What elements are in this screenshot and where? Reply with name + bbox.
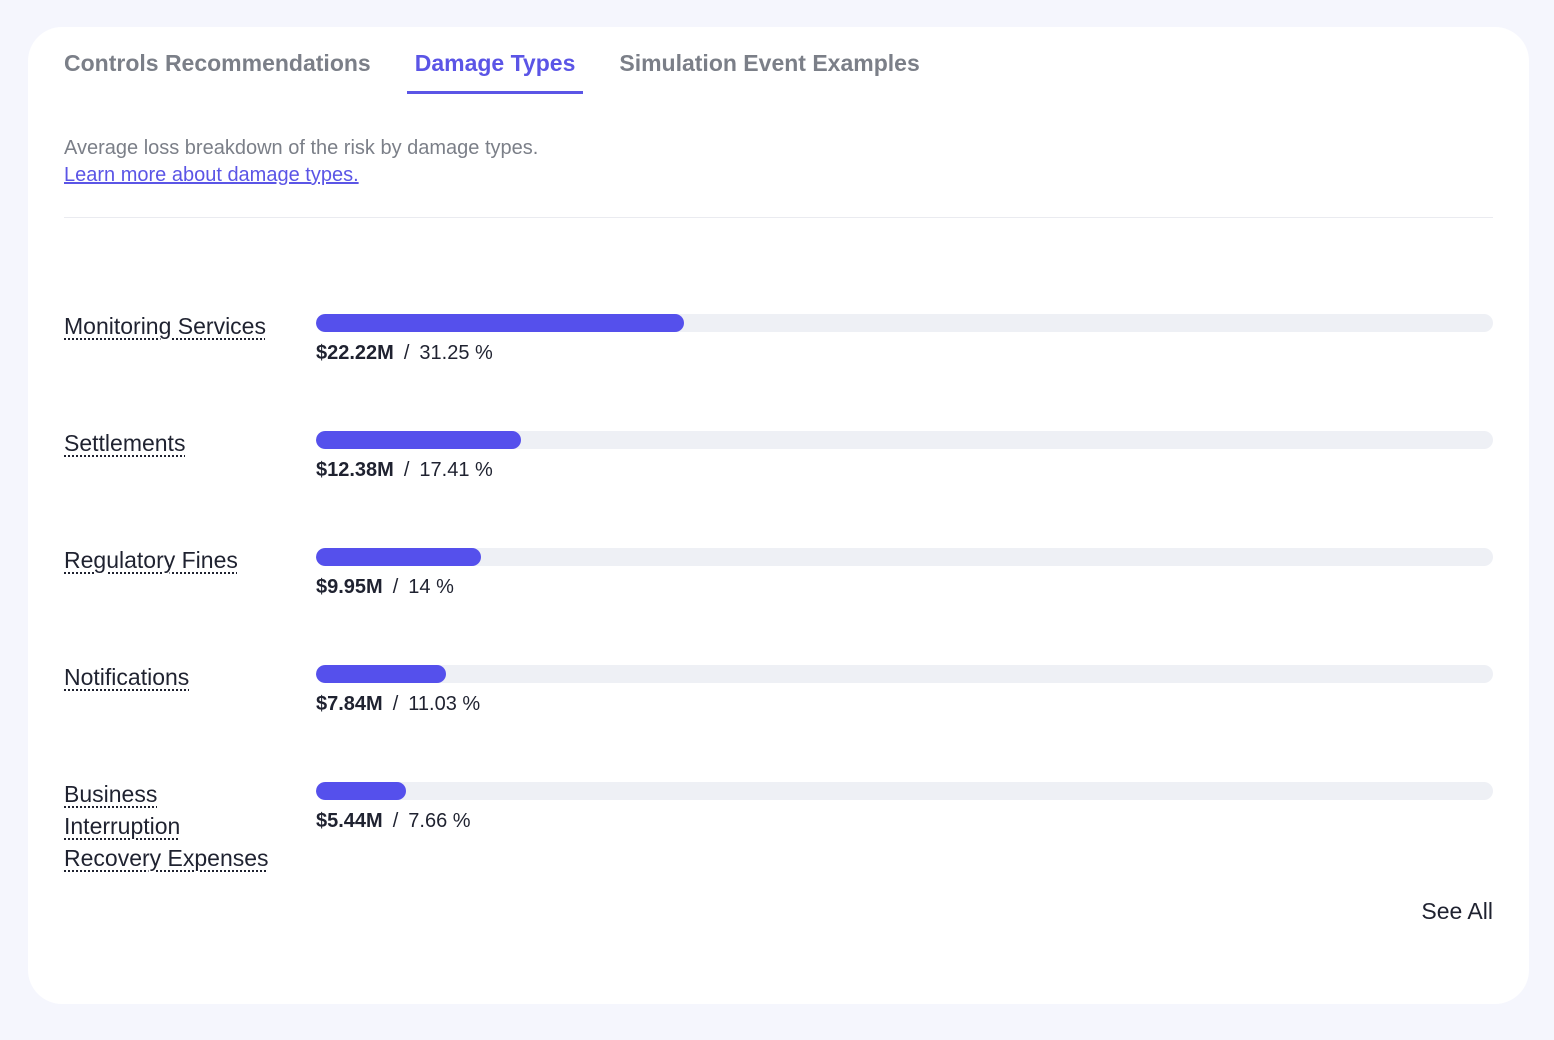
progress-track [316, 431, 1493, 449]
tab-controls-recommendations[interactable]: Controls Recommendations [64, 50, 371, 76]
percent-value: 14 % [408, 576, 454, 598]
progress-fill [316, 314, 684, 332]
progress-track [316, 665, 1493, 683]
learn-more-link[interactable]: Learn more about damage types. [64, 164, 359, 186]
progress-track [316, 548, 1493, 566]
progress-track [316, 314, 1493, 332]
damage-type-label[interactable]: Regulatory Fines [64, 547, 238, 573]
value-line: $9.95M / 14 % [316, 573, 454, 601]
value-line: $12.38M / 17.41 % [316, 456, 493, 484]
divider [64, 217, 1493, 218]
progress-fill [316, 431, 521, 449]
separator: / [392, 576, 399, 598]
damage-type-label[interactable]: Business Interruption Recovery Expenses [64, 781, 269, 871]
damage-type-label[interactable]: Settlements [64, 430, 186, 456]
amount-value: $5.44M [316, 810, 383, 832]
description-text: Average loss breakdown of the risk by da… [64, 137, 539, 159]
separator: / [403, 342, 410, 364]
separator: / [392, 693, 399, 715]
separator: / [392, 810, 399, 832]
damage-types-card: Controls Recommendations Damage Types Si… [28, 27, 1529, 1004]
see-all-link[interactable]: See All [1421, 898, 1493, 924]
value-line: $7.84M / 11.03 % [316, 690, 480, 718]
damage-type-label[interactable]: Monitoring Services [64, 313, 266, 339]
progress-fill [316, 665, 446, 683]
damage-type-label[interactable]: Notifications [64, 664, 190, 690]
progress-fill [316, 548, 481, 566]
progress-track [316, 782, 1493, 800]
amount-value: $22.22M [316, 342, 394, 364]
amount-value: $9.95M [316, 576, 383, 598]
percent-value: 31.25 % [419, 342, 493, 364]
progress-fill [316, 782, 407, 800]
percent-value: 17.41 % [419, 459, 493, 481]
tab-bar: Controls Recommendations Damage Types Si… [64, 47, 920, 94]
amount-value: $7.84M [316, 693, 383, 715]
value-line: $22.22M / 31.25 % [316, 339, 493, 367]
percent-value: 11.03 % [408, 693, 481, 715]
percent-value: 7.66 % [408, 810, 471, 832]
separator: / [403, 459, 410, 481]
tab-damage-types[interactable]: Damage Types [406, 47, 583, 94]
tab-simulation-event-examples[interactable]: Simulation Event Examples [619, 50, 920, 76]
value-line: $5.44M / 7.66 % [316, 807, 471, 835]
amount-value: $12.38M [316, 459, 394, 481]
